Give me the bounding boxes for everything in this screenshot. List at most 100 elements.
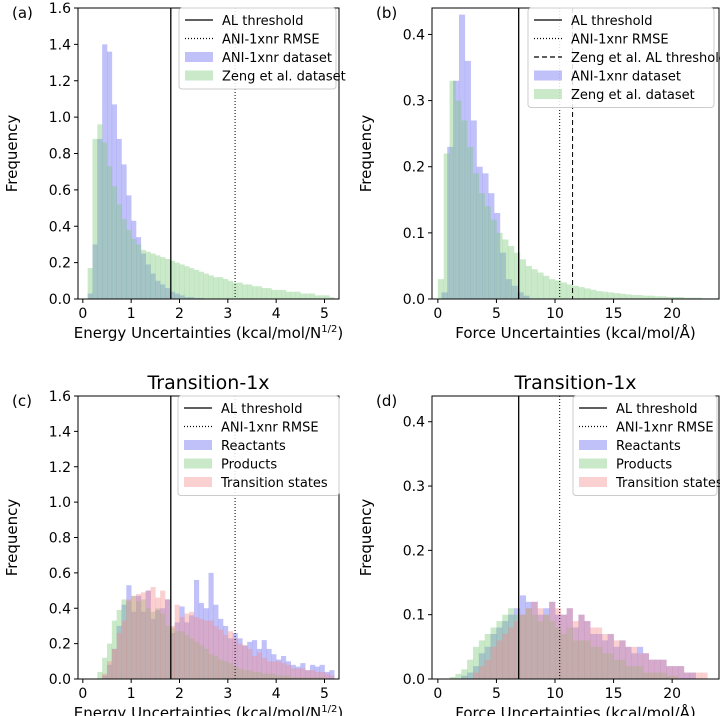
bar bbox=[502, 614, 509, 679]
bar bbox=[189, 638, 195, 679]
bar bbox=[502, 621, 509, 679]
bar bbox=[107, 51, 113, 299]
bar bbox=[478, 666, 486, 679]
bar bbox=[654, 672, 661, 679]
bar bbox=[310, 664, 316, 679]
bar bbox=[155, 610, 161, 679]
bar bbox=[514, 252, 521, 299]
legend-label: ANI-1xnr dataset bbox=[222, 51, 332, 66]
bar bbox=[310, 293, 316, 299]
y-tick-label: 0.4 bbox=[49, 601, 71, 617]
bar bbox=[601, 291, 609, 299]
bar bbox=[642, 295, 650, 299]
bar bbox=[578, 614, 585, 679]
bar bbox=[660, 659, 667, 679]
bar bbox=[619, 659, 626, 679]
bar bbox=[549, 601, 556, 679]
y-tick-label: 0.8 bbox=[49, 531, 71, 547]
bar bbox=[596, 291, 603, 299]
x-axis-label-close: Å) bbox=[680, 703, 696, 716]
bar bbox=[484, 633, 491, 679]
bar bbox=[505, 279, 512, 299]
bar bbox=[517, 292, 524, 299]
x-tick-label: 20 bbox=[663, 686, 681, 702]
bar bbox=[672, 666, 679, 679]
series-reactants bbox=[102, 572, 335, 679]
bar bbox=[566, 608, 573, 679]
bar bbox=[560, 614, 568, 679]
bar bbox=[590, 289, 597, 299]
bar bbox=[324, 295, 330, 299]
bar bbox=[310, 677, 316, 679]
bar bbox=[488, 193, 495, 299]
bar bbox=[184, 297, 190, 299]
legend-label: AL threshold bbox=[616, 402, 698, 417]
bar bbox=[678, 666, 685, 679]
bar bbox=[174, 262, 180, 299]
bar bbox=[467, 146, 474, 299]
bar bbox=[184, 634, 190, 679]
x-tick-label: 0 bbox=[78, 686, 87, 702]
bar bbox=[305, 670, 311, 679]
x-tick-label: 15 bbox=[605, 686, 623, 702]
panel-label: (c) bbox=[12, 392, 32, 410]
bar bbox=[642, 653, 650, 679]
bar bbox=[502, 633, 509, 679]
bar bbox=[478, 653, 486, 679]
bar bbox=[140, 592, 146, 679]
bar bbox=[637, 653, 644, 679]
bar bbox=[648, 295, 655, 299]
legend-label: Transition states bbox=[615, 476, 720, 491]
bar bbox=[478, 193, 486, 299]
bar bbox=[319, 664, 325, 679]
bar bbox=[261, 288, 267, 299]
legend: AL threshold ANI-1xnr RMSE Zeng et al. AL … bbox=[527, 7, 720, 108]
bar bbox=[314, 677, 320, 679]
bar bbox=[519, 614, 527, 679]
bar bbox=[324, 673, 330, 679]
bar bbox=[189, 615, 195, 679]
bar bbox=[165, 599, 171, 679]
bar bbox=[145, 608, 151, 679]
bar bbox=[490, 627, 497, 679]
y-tick-label: 0.0 bbox=[49, 672, 71, 688]
bar bbox=[596, 633, 603, 679]
legend-patch-swatch bbox=[184, 458, 212, 469]
bar bbox=[660, 659, 667, 679]
bar bbox=[194, 617, 200, 679]
bar bbox=[511, 285, 518, 299]
bar bbox=[165, 625, 171, 679]
bar bbox=[625, 646, 632, 679]
bar bbox=[678, 297, 685, 299]
bar bbox=[578, 287, 585, 299]
bar bbox=[150, 587, 156, 679]
bar bbox=[131, 238, 137, 299]
y-tick-label: 0.0 bbox=[49, 292, 71, 308]
bar bbox=[111, 648, 117, 679]
bar bbox=[314, 666, 320, 679]
bar bbox=[266, 661, 272, 679]
bar bbox=[145, 590, 151, 679]
y-tick-label: 0.4 bbox=[403, 415, 425, 431]
bar bbox=[107, 643, 113, 679]
bar bbox=[208, 572, 214, 679]
series-products bbox=[449, 608, 679, 679]
bar bbox=[213, 277, 219, 299]
legend-patch-swatch bbox=[579, 458, 607, 469]
bar bbox=[625, 294, 632, 299]
bar bbox=[87, 268, 93, 299]
bar bbox=[607, 633, 614, 679]
x-tick-label: 1 bbox=[127, 686, 136, 702]
bar bbox=[555, 627, 562, 679]
bar bbox=[295, 677, 301, 679]
bar bbox=[136, 237, 142, 299]
legend-patch-swatch bbox=[579, 440, 607, 450]
legend-box bbox=[177, 395, 340, 496]
bar bbox=[683, 672, 691, 679]
bar bbox=[174, 622, 180, 679]
bar bbox=[566, 627, 573, 679]
bar bbox=[256, 648, 262, 679]
y-tick-label: 1.0 bbox=[49, 110, 71, 126]
bar bbox=[237, 643, 243, 679]
bar bbox=[329, 670, 335, 679]
